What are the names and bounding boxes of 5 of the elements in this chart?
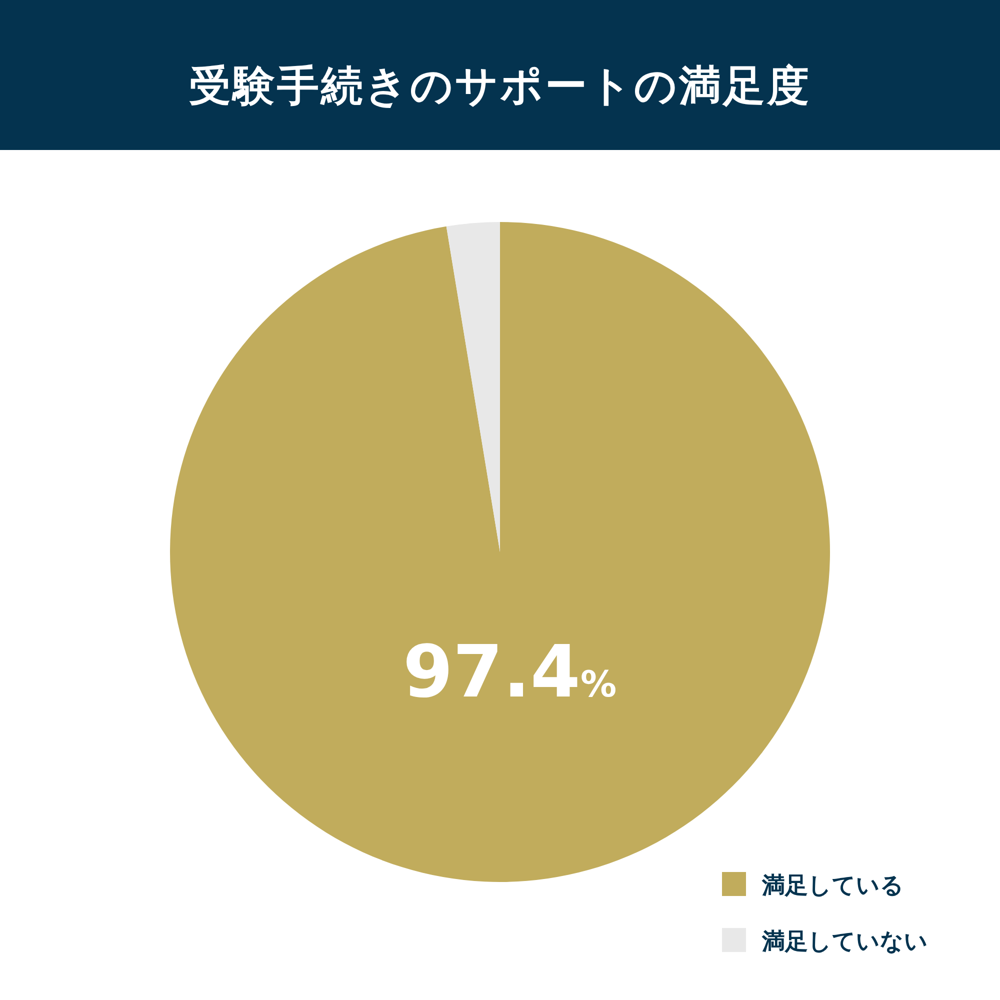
data-label: 97.4%	[402, 629, 617, 714]
legend-label: 満足していない	[761, 929, 928, 955]
chart-title: 受験手続きのサポートの満足度	[189, 61, 811, 110]
pie-slice	[446, 222, 500, 552]
legend-label: 満足している	[761, 873, 904, 899]
